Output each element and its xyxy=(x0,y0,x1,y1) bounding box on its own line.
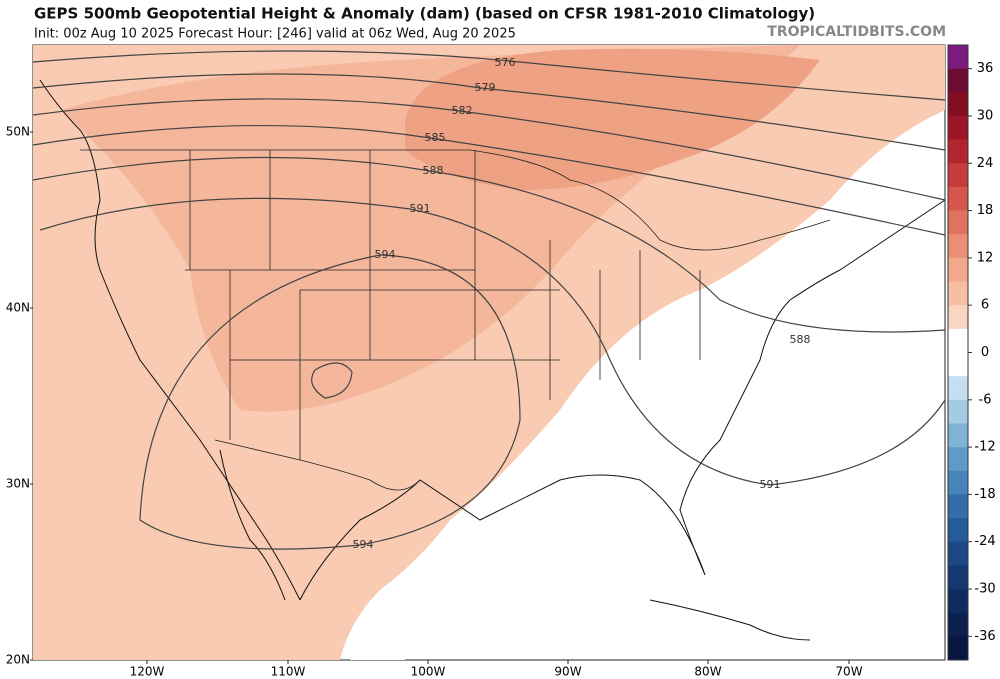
colorbar-swatch xyxy=(948,234,968,259)
lat-label: 50N xyxy=(6,125,30,139)
contour-label: 588 xyxy=(790,333,811,346)
colorbar-swatch xyxy=(948,92,968,117)
contour-label: 591 xyxy=(760,478,781,491)
lat-label: 20N xyxy=(6,653,30,667)
colorbar-label: -24 xyxy=(974,534,995,549)
lat-label: 30N xyxy=(6,477,30,491)
lon-label: 110W xyxy=(271,665,306,679)
contour-line xyxy=(32,50,946,101)
anomaly-strong xyxy=(405,48,820,190)
colorbar-label: -30 xyxy=(974,582,995,597)
colorbar-swatch xyxy=(948,115,968,140)
colorbar-swatch xyxy=(948,305,968,330)
contour-label: 594 xyxy=(353,538,374,551)
colorbar-swatch xyxy=(948,399,968,424)
colorbar-swatch xyxy=(948,470,968,495)
colorbar-swatch xyxy=(948,376,968,401)
lon-label: 80W xyxy=(694,665,721,679)
colorbar: 36 30 24 18 12 6 0 -6 -12 -18 -24 -30 -36 xyxy=(947,44,996,661)
colorbar-label: 36 xyxy=(977,61,994,76)
colorbar-swatch xyxy=(948,328,968,353)
lon-label: 90W xyxy=(554,665,581,679)
borders xyxy=(80,149,831,491)
lon-label: 100W xyxy=(411,665,446,679)
colorbar-swatch xyxy=(948,68,968,93)
colorbar-label: -6 xyxy=(979,392,992,407)
colorbar-swatch xyxy=(948,139,968,164)
colorbar-swatch xyxy=(948,612,968,637)
contour-label: 576 xyxy=(495,56,516,69)
anomaly-neutral xyxy=(350,540,470,660)
title: GEPS 500mb Geopotential Height & Anomaly… xyxy=(34,5,815,23)
contour-line xyxy=(32,73,946,151)
contour-label: 588 xyxy=(423,164,444,177)
colorbar-label: -36 xyxy=(974,629,995,644)
colorbar-swatch xyxy=(948,257,968,282)
contour-line xyxy=(139,254,521,550)
colorbar-label: 30 xyxy=(977,108,994,123)
lat-label: 40N xyxy=(6,301,30,315)
brand: TROPICALTIDBITS.COM xyxy=(767,24,946,40)
lon-label: 70W xyxy=(835,665,862,679)
colorbar-swatch xyxy=(948,636,968,661)
contour-line xyxy=(32,124,946,236)
colorbar-swatch xyxy=(948,494,968,519)
contour-label: 585 xyxy=(425,131,446,144)
contour-line xyxy=(311,362,353,399)
colorbar-swatch xyxy=(948,281,968,306)
contour-label: 594 xyxy=(375,248,396,261)
colorbar-swatch xyxy=(948,518,968,543)
colorbar-label: -18 xyxy=(974,487,995,502)
colorbar-swatch xyxy=(948,45,968,69)
subtitle: Init: 00z Aug 10 2025 Forecast Hour: [24… xyxy=(34,27,516,42)
coastlines xyxy=(39,79,946,641)
contour-line xyxy=(32,156,946,333)
contour-label: 579 xyxy=(475,81,496,94)
colorbar-label: 0 xyxy=(981,345,989,360)
contour-label: 582 xyxy=(452,104,473,117)
colorbar-swatch xyxy=(948,210,968,235)
lon-label: 120W xyxy=(130,665,165,679)
colorbar-swatch xyxy=(948,589,968,613)
colorbar-swatch xyxy=(948,186,968,211)
colorbar-label: 12 xyxy=(977,250,994,265)
colorbar-swatch xyxy=(948,447,968,472)
colorbar-swatch xyxy=(948,565,968,590)
colorbar-label: -12 xyxy=(974,440,995,455)
colorbar-label: 24 xyxy=(977,156,994,171)
colorbar-label: 18 xyxy=(977,203,994,218)
contour-line xyxy=(32,98,946,201)
colorbar-label: 6 xyxy=(981,298,989,313)
contour-line xyxy=(39,197,946,486)
colorbar-swatch xyxy=(948,423,968,448)
colorbar-swatch xyxy=(948,163,968,188)
colorbar-swatch xyxy=(948,352,968,377)
colorbar-swatch xyxy=(948,541,968,566)
contour-label: 591 xyxy=(410,202,431,215)
